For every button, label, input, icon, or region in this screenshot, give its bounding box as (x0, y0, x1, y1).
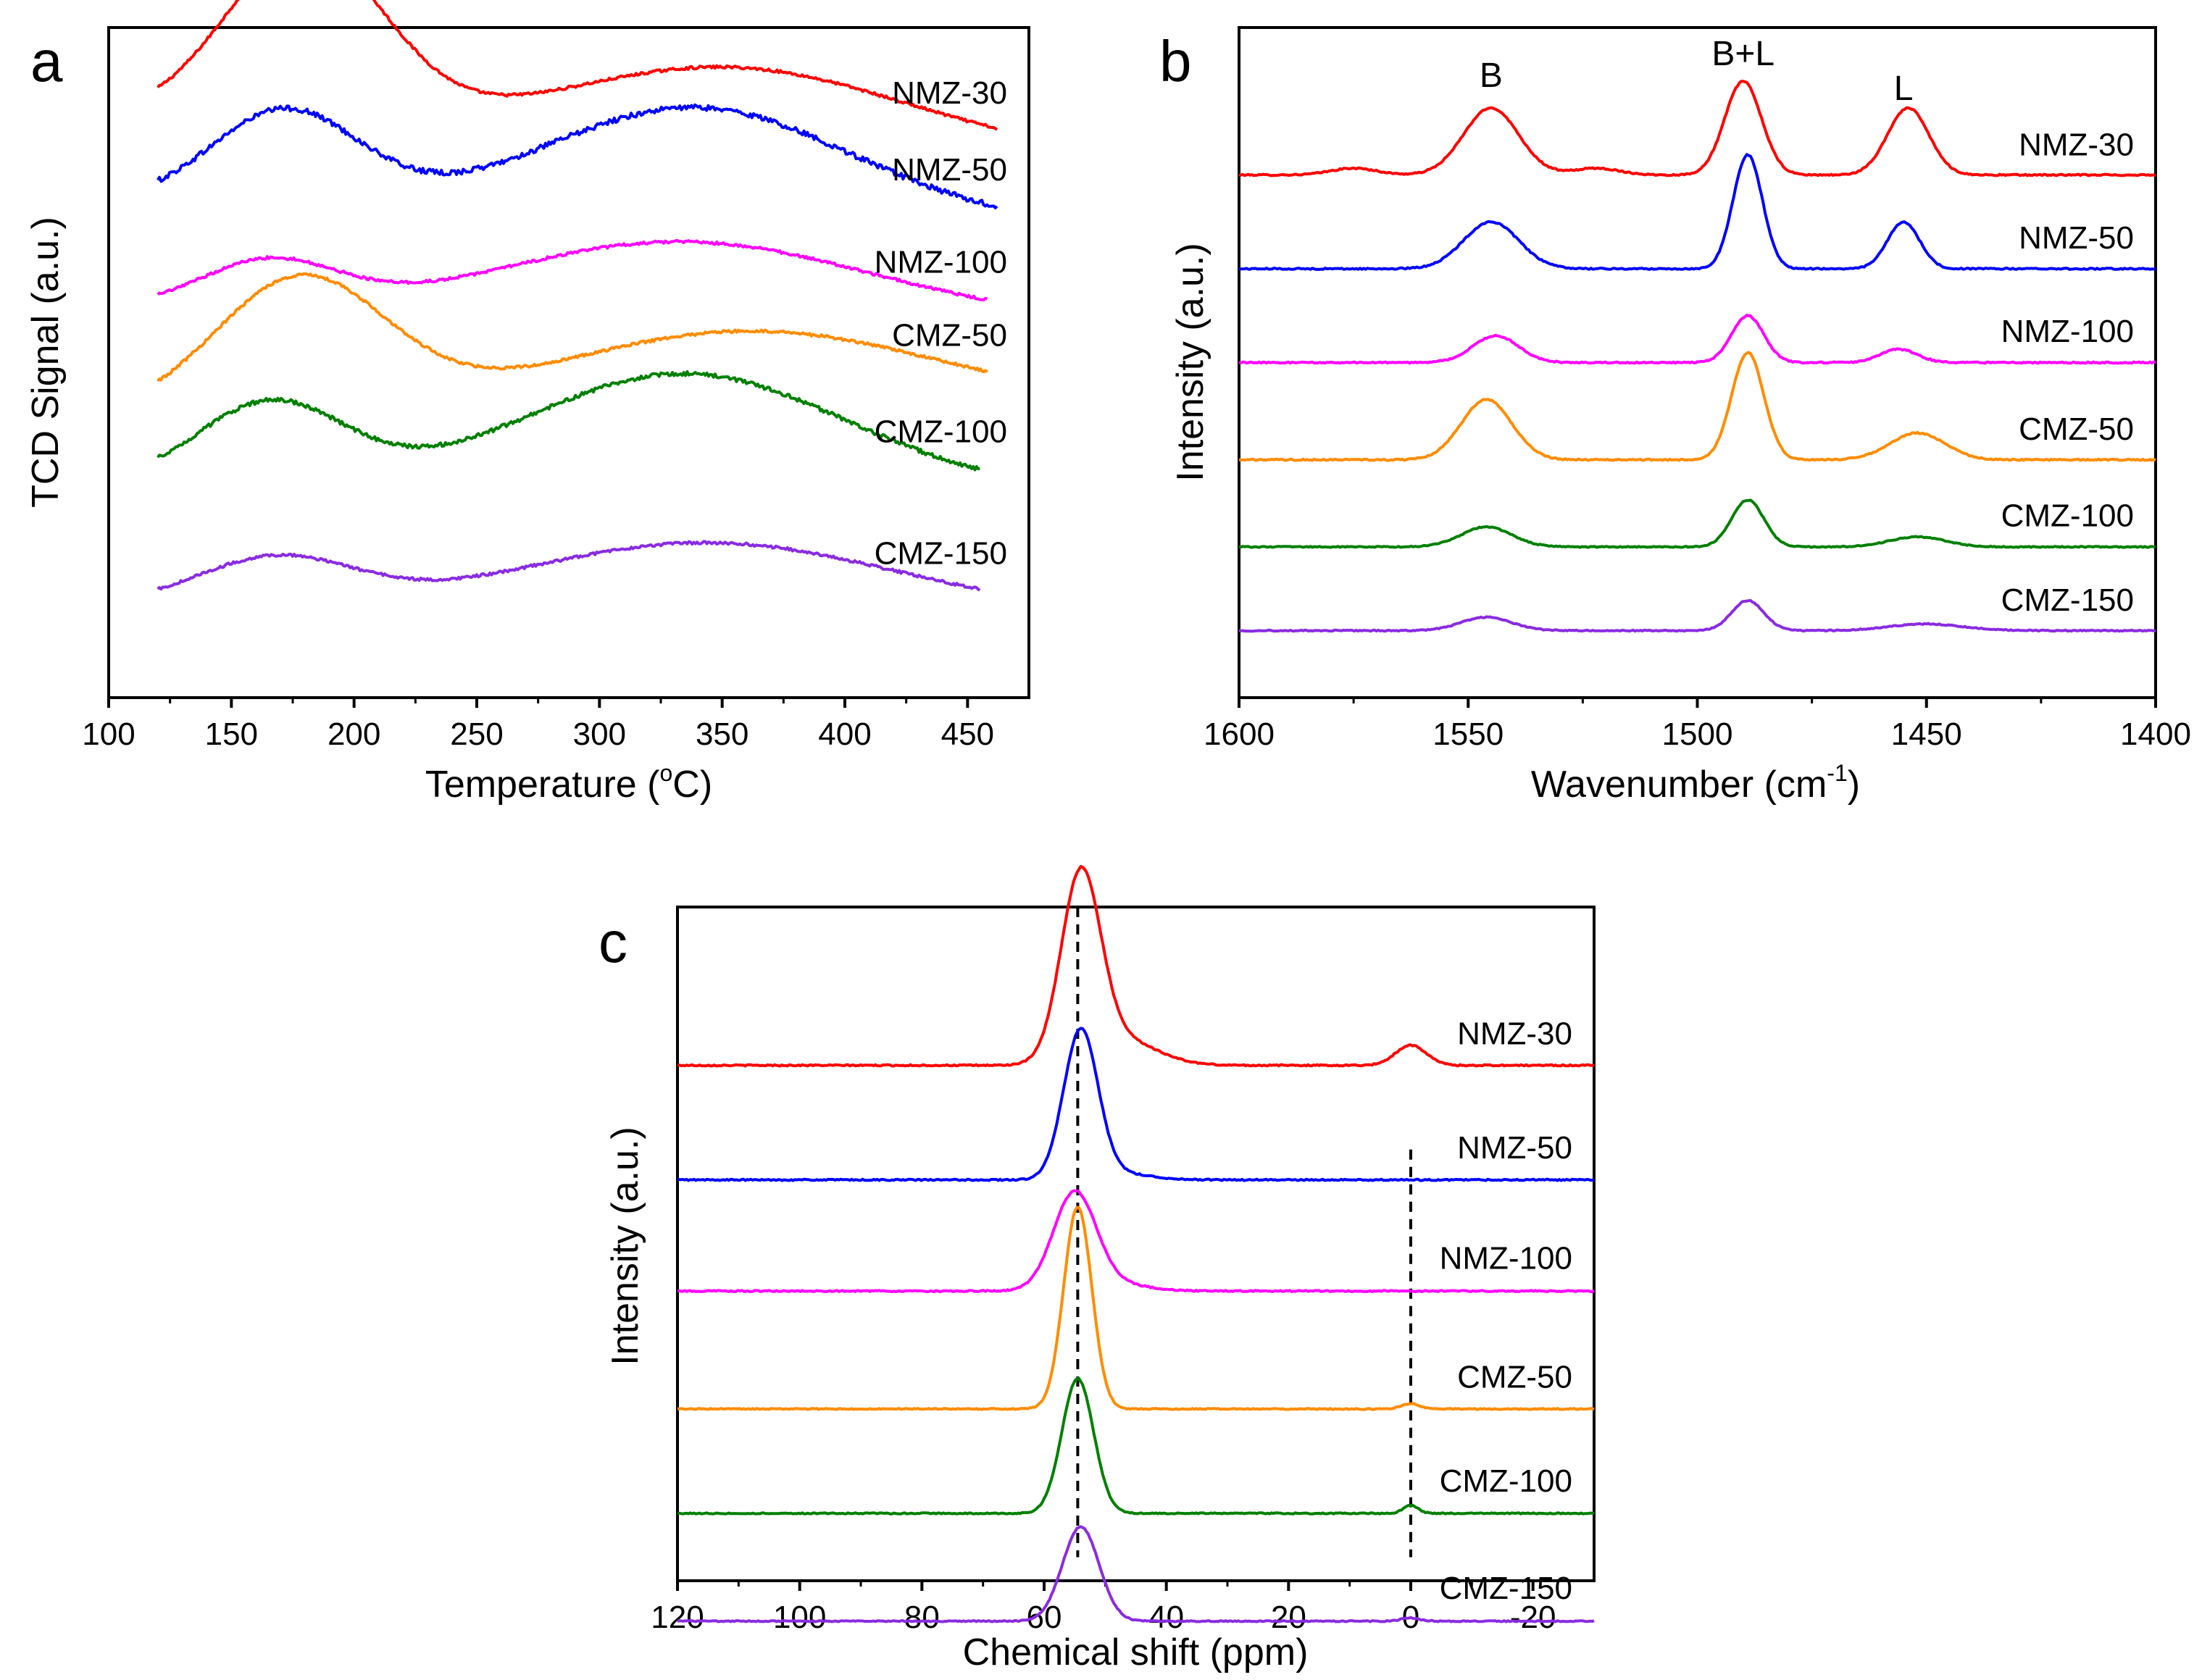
series-label-cmz-100: CMZ-100 (2001, 498, 2134, 534)
x-axis-title-a: Temperature (oC) (425, 760, 712, 806)
series-label-nmz-100: NMZ-100 (875, 244, 1007, 280)
series-label-nmz-50: NMZ-50 (892, 152, 1007, 188)
series-line-nmz-50 (677, 1027, 1595, 1182)
x-tick-label: 100 (773, 1600, 826, 1635)
series-line-cmz-100 (1238, 498, 2156, 549)
x-tick-label: 120 (651, 1600, 704, 1635)
panel-letter-c: c (599, 910, 627, 974)
x-tick-label: 450 (941, 716, 994, 752)
plot-frame-c (676, 906, 1596, 1582)
series-line-nmz-30 (157, 0, 998, 131)
x-axis-title-c: Chemical shift (ppm) (963, 1631, 1309, 1673)
panel-b: b 1600 1550 1500 1450 1400 NMZ-30 NMZ-50 NMZ-1… (1159, 26, 2191, 806)
x-ticks-c: 120 100 80 60 40 20 0 -20 (651, 1581, 1556, 1635)
series-line-cmz-150 (677, 1525, 1595, 1623)
reference-lines-c (1076, 907, 1412, 1558)
x-axis-title-b: Wavenumber (cm-1) (1531, 760, 1860, 806)
series-lines-c (677, 865, 1595, 1623)
series-line-nmz-30 (1238, 80, 2156, 177)
series-label-nmz-30: NMZ-30 (892, 75, 1007, 111)
series-lines-a (157, 0, 998, 592)
series-line-cmz-150 (1238, 598, 2156, 633)
x-tick-label: 200 (328, 716, 380, 752)
series-labels-a: NMZ-30 NMZ-50 NMZ-100 CMZ-50 CMZ-100 CMZ-150 (875, 75, 1007, 572)
series-line-nmz-100 (157, 238, 988, 301)
series-labels-c: NMZ-30 NMZ-50 NMZ-100 CMZ-50 CMZ-100 CMZ-150 (1440, 1016, 1572, 1606)
series-label-cmz-150: CMZ-150 (2001, 582, 2134, 618)
x-ticks-b: 1600 1550 1500 1450 1400 (1204, 698, 2191, 752)
x-tick-label: 1400 (2120, 716, 2191, 752)
series-line-cmz-100 (157, 370, 980, 472)
series-label-cmz-150: CMZ-150 (1440, 1571, 1572, 1606)
series-line-nmz-100 (1238, 314, 2156, 365)
peak-annotation: L (1894, 70, 1914, 108)
series-label-nmz-30: NMZ-30 (2019, 127, 2134, 162)
y-axis-title-c: Intensity (a.u.) (604, 1127, 646, 1365)
series-line-nmz-100 (677, 1189, 1595, 1293)
panel-letter-a: a (30, 29, 63, 93)
series-line-cmz-150 (157, 540, 981, 592)
x-tick-label: 80 (904, 1600, 940, 1635)
plot-frame-a (107, 26, 1030, 699)
x-tick-label: 1500 (1662, 716, 1733, 752)
peak-annotations-b: B B+L L (1480, 35, 1914, 108)
x-tick-label: 350 (696, 716, 748, 752)
series-line-cmz-50 (677, 1205, 1595, 1411)
x-tick-label: 300 (573, 716, 626, 752)
panel-c: c 120 100 80 60 40 20 0 -20 NMZ-30NMZ-50NMZ-100… (599, 865, 1596, 1673)
y-axis-title-b: Intensity (a.u.) (1169, 243, 1211, 481)
x-tick-label: 20 (1271, 1600, 1306, 1635)
series-label-nmz-50: NMZ-50 (1457, 1130, 1572, 1166)
panel-a: a 100 150 200 250 300 350 400 450 NMZ-30NMZ-50N… (25, 0, 1030, 806)
x-tick-label: 400 (818, 716, 871, 752)
series-label-cmz-50: CMZ-50 (1457, 1359, 1572, 1395)
x-ticks-a: 100 150 200 250 300 350 400 450 (82, 698, 994, 752)
series-label-nmz-50: NMZ-50 (2019, 220, 2134, 256)
series-label-nmz-100: NMZ-100 (1440, 1241, 1572, 1276)
x-tick-label: 1450 (1891, 716, 1962, 752)
peak-annotation: B (1480, 57, 1503, 95)
x-tick-label: 100 (82, 716, 135, 752)
series-label-cmz-100: CMZ-100 (1440, 1463, 1572, 1499)
x-tick-label: 1600 (1204, 716, 1275, 752)
series-label-cmz-50: CMZ-50 (892, 318, 1007, 354)
series-label-cmz-50: CMZ-50 (2019, 411, 2134, 447)
series-label-cmz-150: CMZ-150 (875, 536, 1007, 572)
y-axis-title-a: TCD Signal (a.u.) (25, 217, 67, 508)
series-line-nmz-30 (677, 865, 1595, 1068)
peak-annotation: B+L (1711, 35, 1774, 73)
series-label-nmz-30: NMZ-30 (1457, 1016, 1572, 1051)
x-tick-label: 250 (450, 716, 503, 752)
series-labels-b: NMZ-30 NMZ-50 NMZ-100 CMZ-50 CMZ-100 CMZ-150 (2001, 127, 2134, 618)
series-line-nmz-50 (157, 103, 998, 209)
x-tick-label: 1550 (1432, 716, 1504, 752)
x-tick-label: 40 (1148, 1600, 1184, 1635)
x-tick-label: 150 (205, 716, 258, 752)
series-line-nmz-50 (1238, 153, 2156, 271)
series-label-cmz-100: CMZ-100 (875, 414, 1007, 450)
x-tick-label: -20 (1510, 1600, 1556, 1635)
series-line-cmz-100 (677, 1376, 1595, 1516)
series-line-cmz-50 (157, 272, 988, 383)
panel-letter-b: b (1159, 29, 1192, 93)
series-line-cmz-50 (1238, 351, 2156, 462)
series-lines-b (1238, 80, 2156, 633)
series-label-nmz-100: NMZ-100 (2001, 314, 2134, 349)
